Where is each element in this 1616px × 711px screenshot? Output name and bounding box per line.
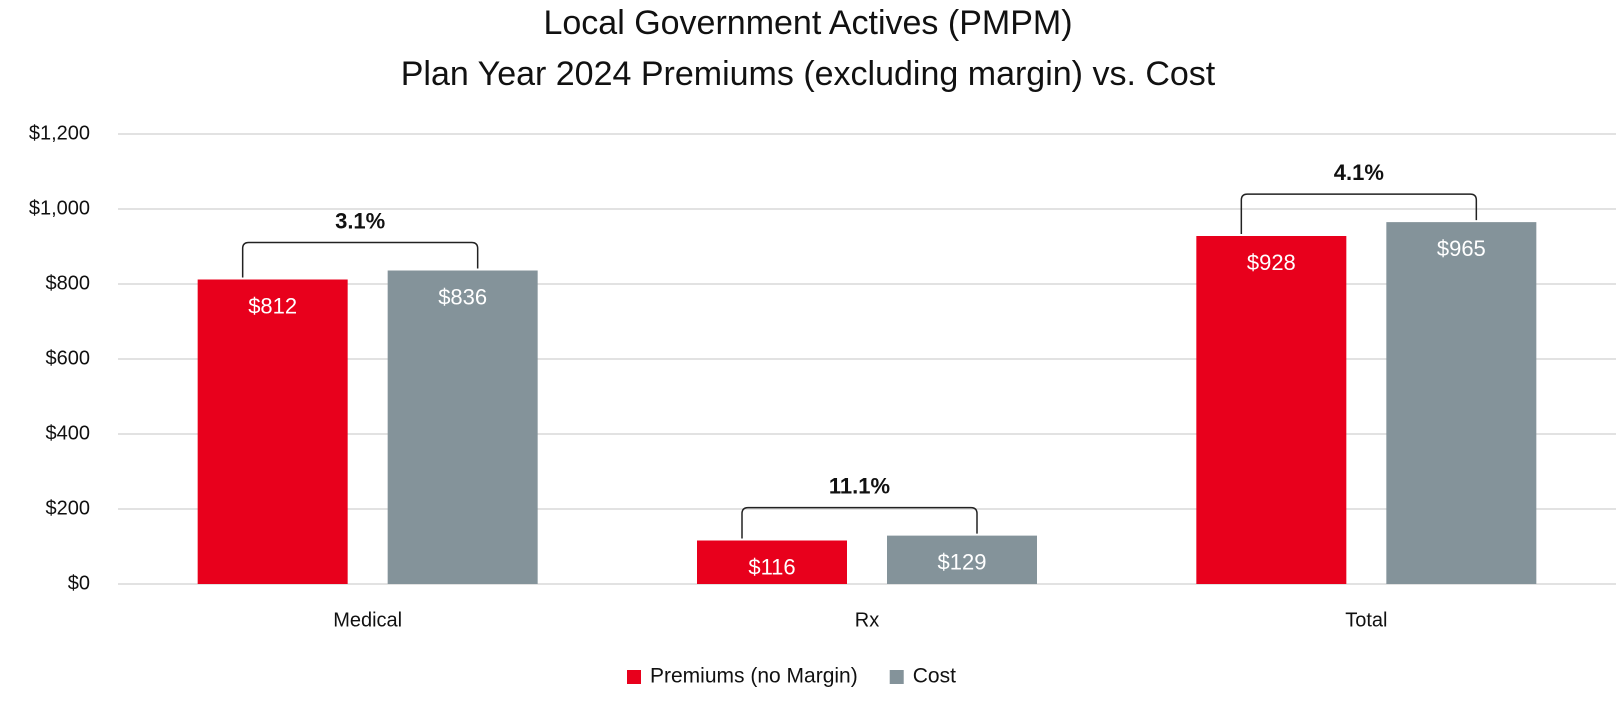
- bar: [387, 270, 538, 584]
- value-label: $129: [938, 549, 987, 574]
- chart-title: Local Government Actives (PMPM): [543, 4, 1072, 42]
- y-tick-label: $0: [68, 572, 90, 594]
- bracket: [241, 241, 479, 278]
- bar: [887, 535, 1037, 584]
- bar: [1196, 236, 1347, 584]
- chart-subtitle: Plan Year 2024 Premiums (excluding margi…: [401, 55, 1216, 93]
- x-tick-label: Total: [1345, 609, 1387, 631]
- annotation: 4.1%: [1334, 160, 1384, 185]
- y-tick-label: $600: [46, 347, 91, 369]
- legend-swatch: [627, 670, 641, 684]
- legend-label: Premiums (no Margin): [650, 665, 858, 688]
- annotation: 11.1%: [829, 473, 890, 498]
- legend-label: Cost: [913, 665, 956, 688]
- y-tick-label: $800: [46, 272, 91, 294]
- value-label: $116: [748, 554, 795, 579]
- value-label: $965: [1437, 236, 1486, 261]
- bracket: [741, 506, 978, 539]
- x-tick-label: Rx: [855, 609, 879, 631]
- value-label: $812: [248, 293, 297, 318]
- annotation: 3.1%: [335, 208, 385, 233]
- y-tick-label: $1,200: [29, 122, 90, 144]
- value-label: $836: [438, 284, 487, 309]
- y-tick-label: $400: [46, 422, 91, 444]
- bar: [697, 540, 847, 584]
- y-tick-label: $200: [46, 497, 91, 519]
- bracket: [1240, 193, 1478, 234]
- bar: [1386, 222, 1537, 584]
- x-tick-label: Medical: [333, 609, 402, 631]
- bar: [197, 279, 348, 584]
- value-label: $928: [1247, 250, 1296, 275]
- legend-swatch: [889, 670, 904, 684]
- y-tick-label: $1,000: [29, 197, 90, 219]
